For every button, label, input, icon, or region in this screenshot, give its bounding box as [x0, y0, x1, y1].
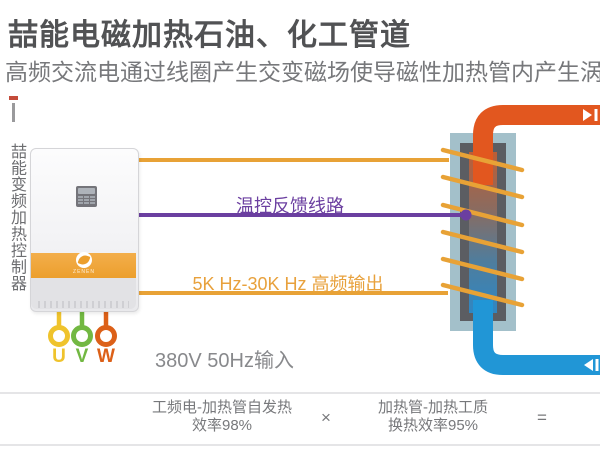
factor1-line2: 效率98% — [191, 417, 253, 434]
hf-output-wire-label: 5K Hz-30K Hz 高频输出 — [192, 274, 384, 294]
power-input-label: 380V 50Hz输入 — [155, 350, 294, 372]
page-subtitle: 高频交流电通过线圈产生交变磁场使导磁性加热管内产生涡流自 — [5, 59, 600, 85]
controller-screen — [78, 188, 95, 194]
controller-keypad — [78, 196, 95, 204]
coil-turn — [440, 229, 525, 255]
brand-name: ZENEN — [73, 269, 95, 275]
factor1-line1: 工频电-加热管自发热 — [152, 399, 292, 416]
coil-turn — [440, 147, 525, 173]
hot-outlet-pipe — [473, 105, 600, 185]
divider-bottom — [0, 444, 600, 446]
page-title: 喆能电磁加热石油、化工管道 — [8, 19, 411, 52]
feedback-wire-label: 温控反馈线路 — [236, 196, 344, 216]
terminal-label-v: V — [75, 346, 89, 367]
terminal-label-u: U — [52, 346, 66, 367]
cold-inlet-pipe — [473, 300, 600, 375]
brand-logo-icon — [76, 252, 92, 268]
coil-turn — [440, 256, 525, 282]
terminal-label-w: W — [97, 346, 115, 367]
hot-flow-arrow-bar-icon — [594, 109, 598, 121]
equals-sign: = — [537, 408, 547, 427]
ring-terminal-w — [95, 325, 117, 347]
cold-flow-arrow-icon — [584, 359, 593, 371]
cropped-artifact-gray — [12, 103, 15, 122]
coil-turn — [440, 174, 525, 200]
efficiency-factor-2: 加热管-加热工质 换热效率95% — [338, 399, 528, 435]
temperature-sensor-dot — [460, 209, 472, 221]
divider-top — [0, 392, 600, 394]
factor2-line1: 加热管-加热工质 — [378, 399, 488, 416]
controller-keypad-display — [76, 186, 97, 207]
factor2-line2: 换热效率95% — [387, 417, 479, 434]
coil-turn — [440, 282, 525, 308]
cold-flow-arrow-bar-icon — [595, 359, 599, 371]
multiply-sign: × — [321, 408, 331, 427]
coil-turn — [440, 202, 525, 228]
ring-terminal-v — [71, 325, 93, 347]
hot-flow-arrow-icon — [583, 109, 592, 121]
cropped-artifact-red — [9, 96, 18, 100]
ring-terminal-u — [48, 325, 70, 347]
controller-vent-ribs — [38, 301, 129, 308]
efficiency-factor-1: 工频电-加热管自发热 效率98% — [127, 399, 317, 435]
controller-vertical-label: 喆能变频加热控制器 — [8, 143, 25, 292]
